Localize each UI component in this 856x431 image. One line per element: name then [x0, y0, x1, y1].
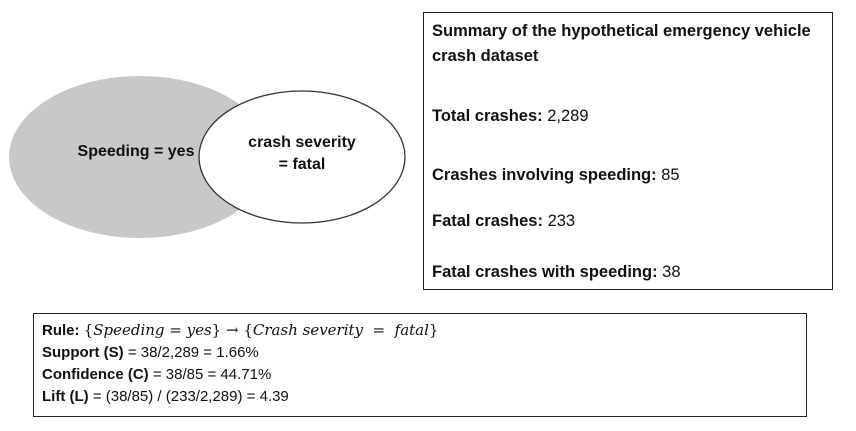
speeding-set-ellipse — [9, 76, 271, 238]
dataset-summary-box: Summary of the hypothetical emergency ve… — [423, 12, 833, 290]
rule-label: Rule: — [42, 322, 80, 339]
rule-line: Rule: {Speeding = yes} → {Crash severity… — [42, 319, 798, 342]
fatal-crash-set-ellipse — [198, 90, 406, 224]
summary-item-value: 233 — [547, 212, 576, 230]
summary-item-value: 38 — [662, 263, 681, 281]
rule-expression: {Speeding = yes} → {Crash severity = fat… — [83, 321, 439, 339]
lift-label: Lift (L) — [42, 388, 89, 405]
venn-diagram: Speeding = yes crash severity = fatal — [9, 76, 406, 238]
rule-consequent: Crash severity = fatal — [252, 321, 429, 339]
support-formula: = 38/2,289 = 1.66% — [127, 344, 259, 361]
summary-speeding-crashes: Crashes involving speeding: 85 — [432, 163, 680, 188]
lift-formula: = (38/85) / (233/2,289) = 4.39 — [92, 388, 289, 405]
rule-antecedent: Speeding = yes — [93, 321, 212, 339]
confidence-line: Confidence (C) = 38/85 = 44.71% — [42, 364, 798, 386]
summary-item-label: Fatal crashes: — [432, 212, 543, 230]
speeding-set-label: Speeding = yes — [78, 143, 195, 160]
lift-line: Lift (L) = (38/85) / (233/2,289) = 4.39 — [42, 386, 798, 408]
summary-item-label: Fatal crashes with speeding: — [432, 263, 658, 281]
fatal-set-label-line1: crash severity — [248, 134, 356, 151]
support-label: Support (S) — [42, 344, 124, 361]
summary-title: Summary of the hypothetical emergency ve… — [432, 22, 811, 65]
summary-fatal-crashes: Fatal crashes: 233 — [432, 209, 575, 234]
summary-total-crashes: Total crashes: 2,289 — [432, 104, 589, 129]
fatal-set-label-line2: = fatal — [279, 156, 326, 173]
summary-item-label: Total crashes: — [432, 107, 543, 125]
confidence-formula: = 38/85 = 44.71% — [152, 366, 272, 383]
association-rule-box: Rule: {Speeding = yes} → {Crash severity… — [33, 313, 807, 417]
rule-arrow: → — [226, 321, 239, 339]
summary-item-value: 85 — [661, 166, 680, 184]
confidence-label: Confidence (C) — [42, 366, 149, 383]
summary-item-value: 2,289 — [547, 107, 589, 125]
summary-fatal-speeding-crashes: Fatal crashes with speeding: 38 — [432, 260, 681, 285]
summary-item-label: Crashes involving speeding: — [432, 166, 657, 184]
support-line: Support (S) = 38/2,289 = 1.66% — [42, 342, 798, 364]
